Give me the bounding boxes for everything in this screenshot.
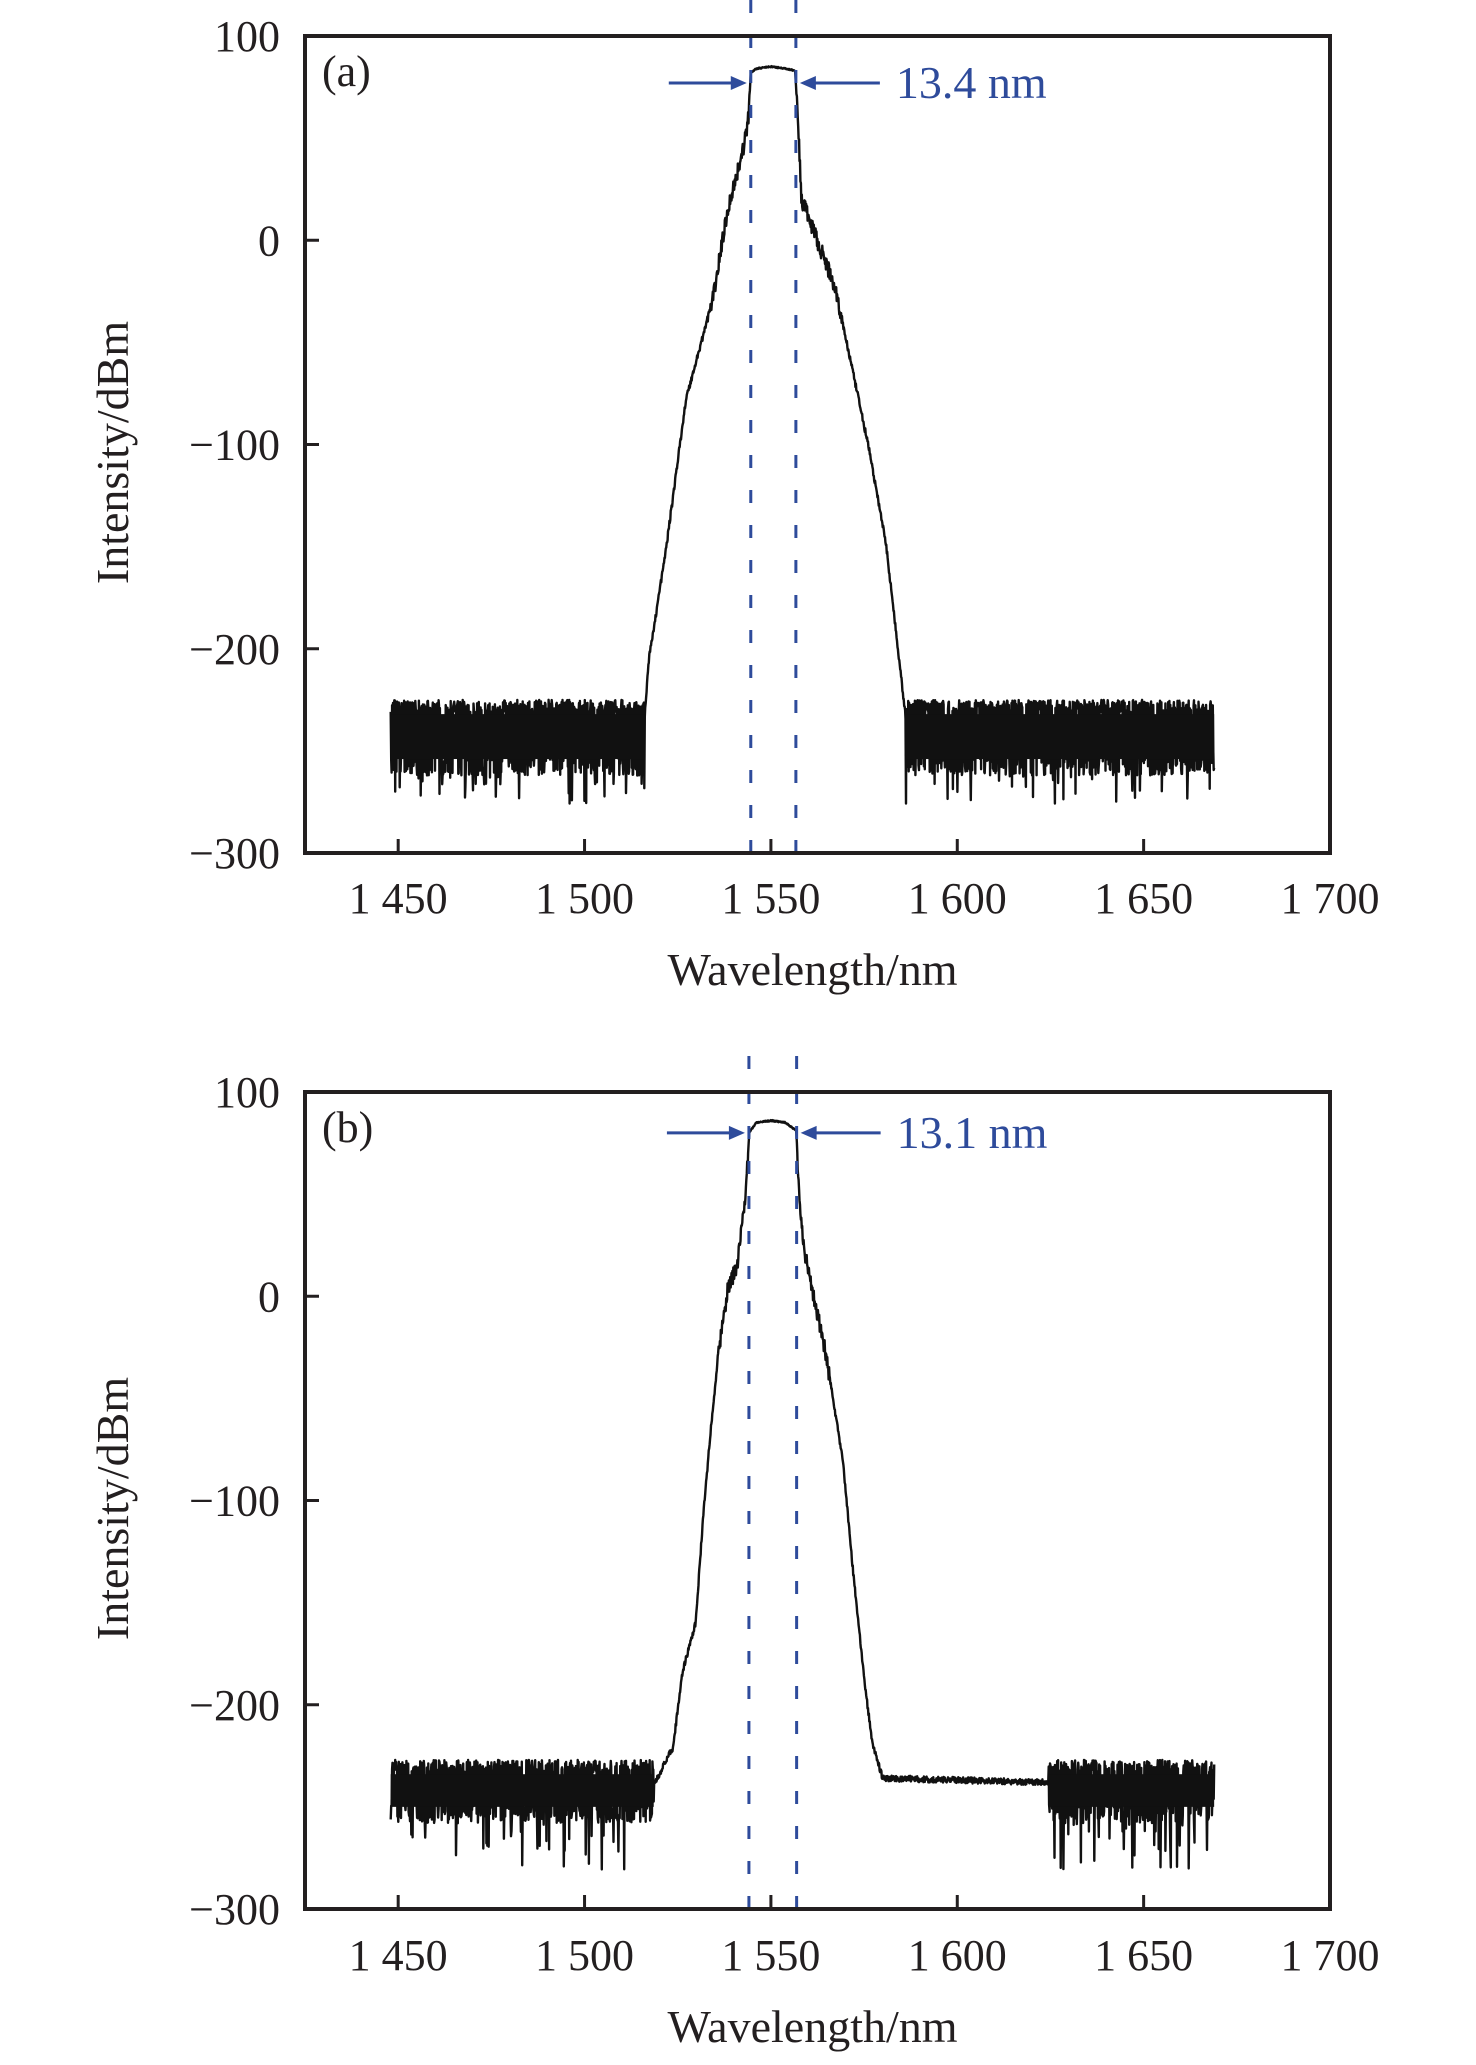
arrowhead-left-icon [730, 75, 747, 90]
x-tick-label: 1 600 [908, 1931, 1007, 1980]
x-tick-label: 1 700 [1281, 874, 1380, 923]
spectrum-line [389, 65, 1216, 805]
y-tick-label: −200 [189, 625, 280, 674]
y-tick-label: −300 [189, 1885, 280, 1934]
x-tick-label: 1 550 [721, 874, 820, 923]
fwhm-label-b: 13.1 nm [897, 1107, 1048, 1158]
arrowhead-right-icon [800, 1125, 817, 1140]
y-tick-label: 0 [258, 216, 280, 265]
noise-band [1048, 1774, 1215, 1807]
x-tick-label: 1 500 [535, 1931, 634, 1980]
x-tick-label: 1 550 [721, 1931, 820, 1980]
x-tick-label: 1 650 [1094, 874, 1193, 923]
x-tick-label: 1 650 [1094, 1931, 1193, 1980]
noise-band [390, 1774, 654, 1807]
noise-band [905, 714, 1215, 760]
y-tick-label: −200 [189, 1681, 280, 1730]
x-axis-label-b: Wavelength/nm [667, 2001, 957, 2052]
y-tick-label: −100 [189, 1477, 280, 1526]
y-tick-label: 100 [214, 1068, 280, 1117]
x-axis-label-a: Wavelength/nm [667, 944, 957, 995]
panel-b: 1 450 1 500 1 550 1 600 1 650 1 700 100 0 −100 −2… [87, 1056, 1380, 2052]
x-tick-label: 1 600 [908, 874, 1007, 923]
spectrum-marks-a [389, 0, 1216, 853]
panel-label-a: (a) [322, 47, 371, 96]
y-tick-label: 100 [214, 12, 280, 61]
panel-label-b: (b) [322, 1103, 373, 1152]
ticks-a: 1 450 1 500 1 550 1 600 1 650 1 700 100 0 −100 −2… [189, 12, 1379, 923]
y-tick-label: 0 [258, 1272, 280, 1321]
panel-a: 1 450 1 500 1 550 1 600 1 650 1 700 100 0 −100 −2… [87, 0, 1380, 995]
ticks-b: 1 450 1 500 1 550 1 600 1 650 1 700 100 0 −100 −2… [189, 1068, 1379, 1980]
y-tick-label: −100 [189, 421, 280, 470]
fwhm-label-a: 13.4 nm [896, 57, 1047, 108]
x-tick-label: 1 500 [535, 874, 634, 923]
arrowhead-left-icon [728, 1125, 745, 1140]
spectrum-marks-b [389, 1056, 1216, 1909]
arrowhead-right-icon [799, 75, 816, 90]
noise-band [390, 714, 645, 760]
spectrum-line [389, 1118, 1216, 1871]
x-tick-label: 1 700 [1281, 1931, 1380, 1980]
y-axis-label-b: Intensity/dBm [87, 1377, 138, 1640]
x-tick-label: 1 450 [349, 1931, 448, 1980]
y-tick-label: −300 [189, 829, 280, 878]
y-axis-label-a: Intensity/dBm [87, 321, 138, 584]
x-tick-label: 1 450 [349, 874, 448, 923]
